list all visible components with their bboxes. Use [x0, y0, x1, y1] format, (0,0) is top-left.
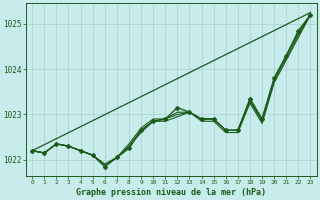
X-axis label: Graphe pression niveau de la mer (hPa): Graphe pression niveau de la mer (hPa) — [76, 188, 266, 197]
